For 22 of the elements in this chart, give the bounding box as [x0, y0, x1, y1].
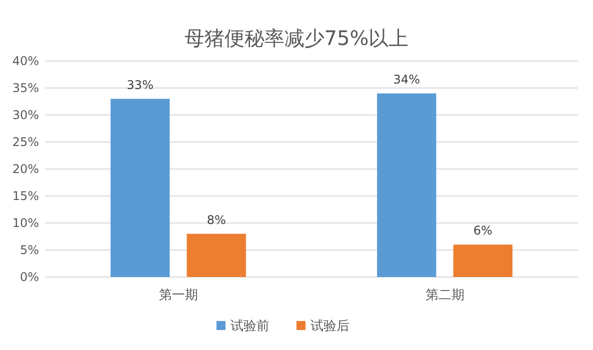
bar [186, 234, 246, 277]
x-tick-label: 第一期 [158, 288, 198, 303]
y-tick-label: 25% [12, 135, 39, 149]
y-tick-label: 10% [12, 216, 39, 230]
data-label: 8% [206, 212, 226, 227]
legend-label: 试验前 [230, 319, 270, 334]
data-label: 33% [126, 78, 154, 92]
bar [377, 93, 436, 277]
data-label: 6% [473, 224, 492, 238]
chart-title: 母猪便秘率减少75%以上 [184, 26, 409, 50]
bar [453, 244, 512, 277]
y-tick-label: 35% [12, 81, 39, 95]
y-tick-label: 40% [12, 54, 39, 68]
data-label: 34% [393, 72, 420, 86]
x-tick-label: 第二期 [425, 288, 464, 303]
y-tick-label: 30% [12, 108, 39, 122]
y-tick-label: 0% [20, 270, 39, 284]
y-tick-label: 5% [20, 243, 39, 257]
bar [110, 98, 170, 277]
y-tick-label: 20% [12, 162, 39, 176]
legend-label: 试验后 [310, 319, 350, 334]
y-tick-label: 15% [12, 189, 39, 203]
